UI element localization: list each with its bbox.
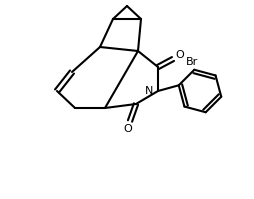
Text: N: N	[145, 86, 153, 96]
Text: O: O	[176, 50, 184, 60]
Text: O: O	[123, 124, 132, 134]
Text: Br: Br	[186, 57, 198, 67]
